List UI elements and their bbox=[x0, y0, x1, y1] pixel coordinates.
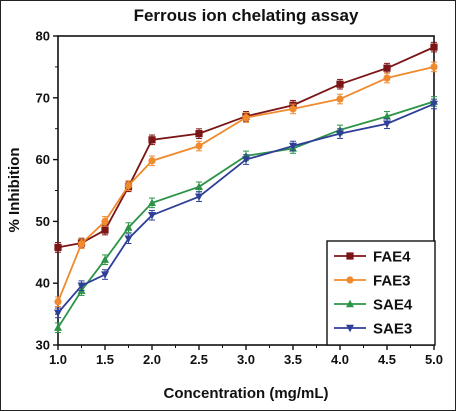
data-point-fae4 bbox=[383, 64, 391, 72]
data-point-sae4 bbox=[124, 223, 133, 231]
y-tick-label: 80 bbox=[36, 29, 50, 44]
data-point-sae3 bbox=[242, 156, 250, 164]
data-point-sae3 bbox=[289, 142, 297, 151]
legend-label-sae3: SAE3 bbox=[373, 321, 412, 338]
data-point-sae3 bbox=[124, 235, 133, 243]
y-tick-label: 50 bbox=[36, 214, 50, 229]
x-tick-label: 1.0 bbox=[49, 352, 67, 367]
data-point-fae4 bbox=[148, 136, 156, 144]
data-point-fae3 bbox=[242, 113, 250, 122]
data-point-sae3 bbox=[77, 282, 86, 290]
legend-marker-fae4 bbox=[346, 252, 354, 260]
x-tick-label: 2.5 bbox=[190, 352, 208, 367]
x-tick-label: 4.5 bbox=[378, 352, 396, 367]
plot-area: 1.0 1.5 2.0 2.5 3.0 3.5 4.0 4.5 5.0 30 40 50 60 70 80 F… bbox=[36, 29, 444, 368]
data-point-fae4 bbox=[54, 243, 62, 251]
data-point-sae3 bbox=[148, 212, 156, 220]
x-tick-label: 2.0 bbox=[143, 352, 161, 367]
data-point-fae3 bbox=[54, 298, 62, 306]
y-tick-label: 30 bbox=[36, 338, 50, 353]
data-point-fae3 bbox=[195, 142, 203, 150]
data-point-fae3 bbox=[124, 181, 133, 190]
data-point-sae3 bbox=[101, 271, 109, 279]
data-point-fae4 bbox=[195, 130, 203, 138]
data-point-fae3 bbox=[289, 105, 297, 113]
x-tick-label: 3.0 bbox=[237, 352, 255, 367]
data-point-fae3 bbox=[148, 157, 156, 165]
x-tick-label: 4.0 bbox=[331, 352, 349, 367]
y-tick-label: 70 bbox=[36, 90, 50, 105]
data-point-sae3 bbox=[336, 130, 344, 138]
data-point-fae3 bbox=[430, 63, 438, 71]
data-point-fae4 bbox=[430, 43, 438, 51]
x-tick-label: 3.5 bbox=[284, 352, 302, 367]
data-point-fae4 bbox=[336, 80, 344, 88]
y-tick-label: 60 bbox=[36, 152, 50, 167]
x-tick-label: 1.5 bbox=[96, 352, 114, 367]
legend-label-fae3: FAE3 bbox=[373, 273, 411, 290]
data-point-sae4 bbox=[195, 182, 203, 190]
data-point-sae4 bbox=[383, 112, 391, 120]
data-point-fae3 bbox=[336, 95, 344, 103]
y-tick-label: 40 bbox=[36, 276, 50, 291]
legend-label-sae4: SAE4 bbox=[373, 297, 413, 314]
legend-marker-sae4 bbox=[346, 299, 354, 308]
series-line-fae4 bbox=[57, 46, 435, 249]
data-point-sae4 bbox=[54, 323, 62, 331]
legend-marker-fae3 bbox=[346, 276, 354, 284]
data-point-fae3 bbox=[383, 74, 391, 82]
x-axis-label: Concentration (mg/mL) bbox=[164, 385, 329, 402]
data-point-sae4 bbox=[101, 255, 109, 263]
data-point-sae3 bbox=[430, 100, 438, 109]
data-point-sae3 bbox=[195, 193, 203, 201]
chart-title: Ferrous ion chelating assay bbox=[134, 6, 359, 25]
data-point-fae4 bbox=[101, 226, 109, 234]
x-tick-label: 5.0 bbox=[425, 352, 443, 367]
data-point-sae4 bbox=[148, 198, 156, 207]
data-point-fae3 bbox=[101, 217, 109, 225]
data-point-sae3 bbox=[383, 120, 391, 128]
y-axis-label: % Inhibition bbox=[6, 148, 23, 233]
data-point-sae3 bbox=[54, 309, 62, 318]
data-point-fae3 bbox=[77, 240, 86, 248]
legend-marker-sae3 bbox=[346, 324, 354, 333]
legend-label-fae4: FAE4 bbox=[373, 249, 411, 266]
